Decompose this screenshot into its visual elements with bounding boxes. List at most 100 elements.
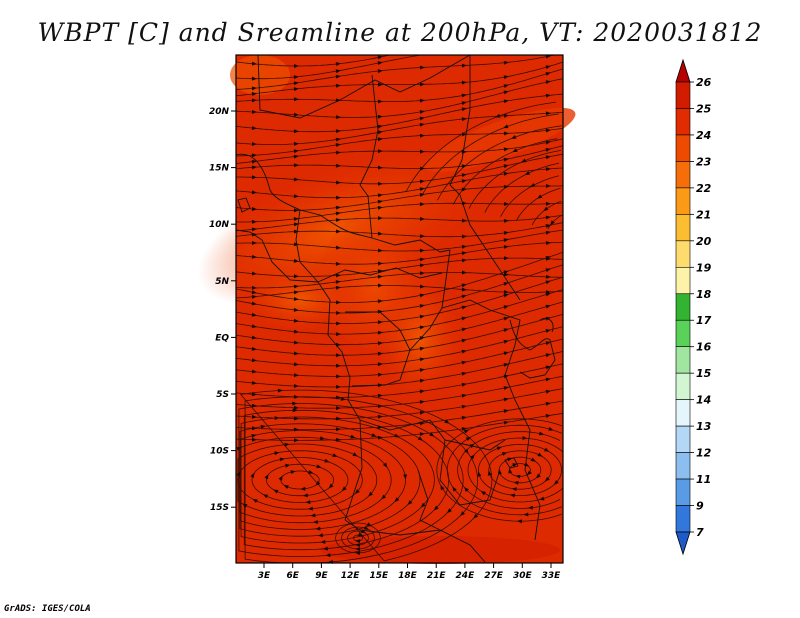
streamline-arrow — [444, 419, 450, 424]
streamline-arrow — [293, 208, 299, 213]
streamline-arrow — [335, 300, 341, 305]
streamline-arrow — [335, 437, 341, 442]
streamline-arrow — [335, 83, 341, 88]
streamline-arrow — [517, 519, 523, 524]
streamline-arrow — [335, 395, 341, 400]
streamline-arrow — [335, 384, 341, 389]
streamline-arrow — [377, 124, 383, 129]
streamline-arrow — [420, 502, 426, 508]
streamline-arrow — [537, 194, 543, 199]
streamline-arrow — [419, 166, 425, 171]
streamline-arrow — [545, 256, 551, 260]
legend-color-box — [675, 346, 691, 374]
streamline-arrow — [293, 222, 299, 227]
streamline-arrow — [293, 405, 299, 410]
streamline-arrow — [503, 305, 509, 310]
streamline-arrow — [319, 436, 326, 441]
streamline — [468, 150, 562, 209]
streamline-arrow — [461, 164, 467, 169]
streamline-arrow — [377, 362, 383, 367]
streamline-arrow — [461, 349, 467, 354]
map-frame — [235, 54, 564, 564]
streamline-arrow — [251, 76, 257, 81]
streamline-arrow — [503, 351, 509, 356]
streamline-arrow — [461, 107, 467, 112]
streamline-arrow — [335, 163, 341, 168]
streamline-arrow — [419, 325, 425, 330]
streamline — [477, 443, 562, 497]
streamline-arrow — [461, 393, 467, 398]
streamline-arrow — [332, 453, 338, 458]
streamline-arrow — [394, 433, 400, 438]
streamline-arrow — [512, 148, 518, 153]
streamline-arrow — [543, 447, 550, 452]
streamline-arrow — [251, 206, 257, 211]
streamline-arrow — [335, 137, 341, 142]
streamline-arrow — [545, 201, 551, 206]
legend-label: 9 — [696, 500, 704, 513]
streamline-arrow — [461, 426, 467, 431]
streamline-arrow — [461, 316, 467, 321]
streamline-arrow — [273, 489, 279, 494]
streamline-arrow — [293, 296, 299, 301]
streamline-arrow — [335, 217, 341, 222]
streamline-arrow — [377, 55, 383, 60]
streamline-arrow — [477, 471, 482, 477]
legend-color-box — [675, 478, 691, 506]
lon-tick-label: 27E — [484, 571, 504, 581]
streamline-arrow — [335, 245, 341, 250]
streamline-arrow — [292, 401, 298, 406]
streamline-arrow — [461, 93, 467, 98]
streamline-arrow — [419, 410, 425, 415]
lon-tick-label: 18E — [398, 571, 418, 581]
streamline-arrow — [545, 292, 551, 297]
streamline-arrow — [503, 290, 509, 295]
streamline-arrow — [461, 270, 467, 275]
streamline-arrow — [377, 341, 383, 346]
streamline-arrow — [548, 426, 554, 431]
streamline — [251, 457, 349, 503]
streamline-arrow — [293, 177, 299, 182]
streamline-arrow — [377, 330, 383, 335]
streamline-arrow — [461, 117, 467, 122]
streamline-arrow — [251, 109, 257, 114]
streamline-arrow — [419, 149, 425, 154]
streamline-arrow — [315, 480, 321, 486]
streamline-arrow — [501, 452, 508, 456]
streamline — [484, 162, 560, 213]
streamline-arrow — [320, 539, 326, 544]
streamline-arrow — [419, 98, 425, 103]
streamline-arrow — [251, 426, 257, 431]
streamline-arrow — [293, 394, 299, 399]
streamline-arrow — [461, 132, 467, 137]
streamline-arrow — [377, 351, 383, 356]
streamline-arrow — [335, 62, 341, 67]
streamline-arrow — [250, 472, 255, 479]
streamline-arrow — [461, 173, 467, 178]
streamline-arrow — [461, 258, 467, 263]
streamline-arrow — [251, 403, 257, 408]
streamline-arrow — [545, 241, 551, 245]
streamline-arrow — [544, 476, 550, 482]
streamline-arrow — [503, 184, 509, 189]
streamline-arrow — [461, 251, 467, 256]
streamline-arrow — [503, 131, 509, 136]
streamline-arrow — [335, 195, 341, 200]
streamline-arrow — [293, 97, 299, 102]
streamline — [237, 443, 378, 517]
streamline-arrow — [419, 378, 425, 383]
streamline-arrow — [335, 374, 341, 379]
streamline-arrow — [283, 484, 289, 489]
streamline-arrow — [251, 380, 257, 385]
legend-color-box — [675, 531, 691, 556]
streamline-arrow — [293, 427, 299, 432]
legend-color-box — [675, 266, 691, 295]
lat-tick-label: 20N — [209, 107, 230, 117]
streamline-arrow — [520, 158, 527, 163]
streamline-arrow — [293, 149, 299, 154]
streamline-arrow — [236, 471, 241, 477]
streamline-arrow — [341, 486, 347, 492]
streamline-arrow — [377, 61, 383, 66]
streamline-arrow — [293, 75, 299, 80]
streamline-arrow — [419, 179, 425, 184]
